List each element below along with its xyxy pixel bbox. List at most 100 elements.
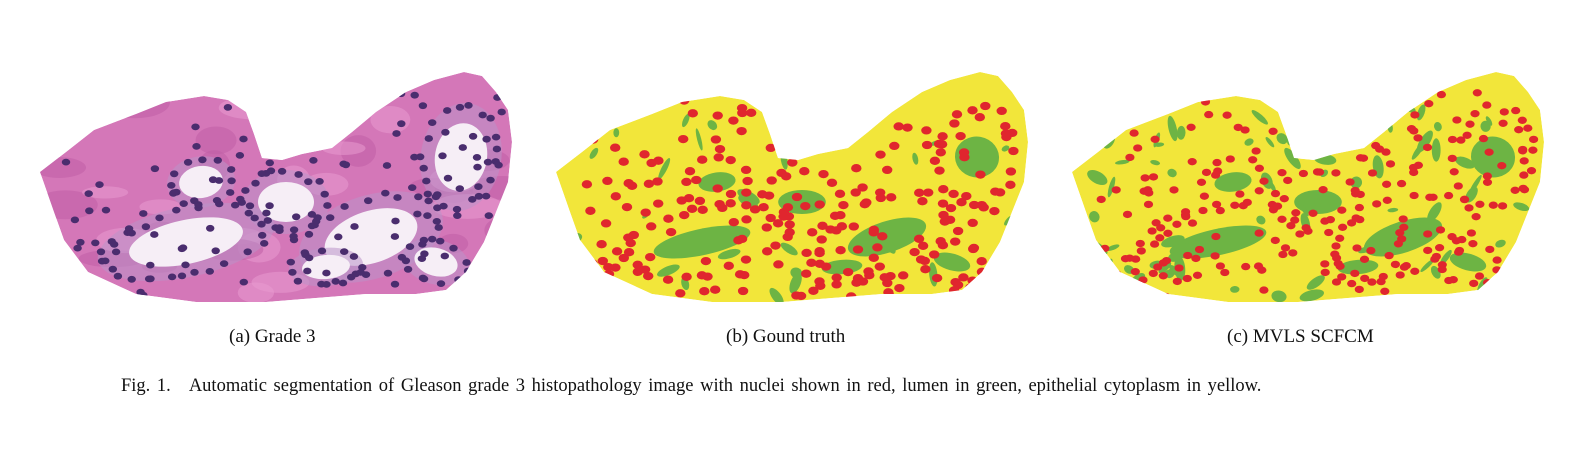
nucleus-region	[1005, 167, 1017, 176]
nucleus-region	[618, 157, 629, 166]
nucleus-region	[1014, 291, 1026, 301]
nucleus	[334, 233, 343, 241]
nucleus	[326, 98, 335, 106]
lumen-region	[780, 242, 798, 256]
nucleus	[424, 197, 433, 205]
stroma-texture	[321, 141, 366, 156]
nucleus-region	[1155, 234, 1165, 242]
nucleus-region	[1235, 190, 1245, 198]
nucleus-region	[740, 165, 752, 175]
nucleus	[449, 244, 458, 252]
nucleus-region	[1148, 91, 1158, 100]
nucleus-region	[1395, 271, 1405, 279]
nucleus-region	[1532, 243, 1542, 251]
nucleus-region	[791, 291, 802, 300]
nucleus	[227, 166, 236, 173]
nucleus-region	[835, 246, 846, 255]
nucleus-region	[1514, 126, 1524, 134]
nucleus-region	[1248, 156, 1258, 164]
nucleus	[325, 134, 334, 142]
nucleus-region	[889, 141, 900, 151]
lumen-region	[1298, 201, 1309, 217]
nucleus	[226, 189, 235, 196]
nucleus	[267, 149, 276, 157]
nucleus	[251, 179, 260, 187]
nucleus-region	[1096, 195, 1106, 204]
nucleus-region	[1295, 102, 1306, 111]
nucleus-region	[600, 219, 612, 228]
nucleus	[211, 247, 220, 255]
gland-lumen	[129, 217, 243, 267]
nucleus	[70, 131, 79, 138]
nucleus	[250, 214, 259, 222]
lumen-region	[1299, 289, 1324, 302]
nucleus	[329, 116, 338, 123]
nucleus-region	[1150, 240, 1160, 248]
nucleus-region	[1435, 244, 1445, 252]
nucleus-region	[728, 218, 739, 227]
nucleus-region	[857, 183, 868, 192]
nucleus-region	[653, 199, 664, 208]
nucleus	[455, 185, 464, 192]
nucleus-region	[1110, 127, 1120, 135]
nucleus-region	[610, 192, 621, 201]
nucleus-region	[948, 189, 959, 199]
nucleus	[293, 277, 303, 285]
nucleus	[239, 278, 248, 286]
nucleus-region	[996, 106, 1007, 116]
nucleus-region	[1254, 164, 1264, 172]
nucleus	[418, 241, 427, 248]
stroma-texture	[284, 87, 327, 107]
lumen-region	[1107, 176, 1116, 198]
nucleus	[167, 273, 177, 281]
nucleus-region	[646, 158, 657, 168]
nucleus-region	[1384, 251, 1394, 260]
nucleus-region	[1290, 216, 1300, 224]
nucleus-region	[1291, 209, 1301, 217]
nucleus-region	[913, 234, 925, 243]
nucleus	[183, 158, 193, 166]
lumen-region	[1271, 290, 1287, 302]
nucleus-region	[1196, 178, 1207, 186]
nucleus-region	[1324, 228, 1334, 237]
nucleus-region	[643, 271, 654, 281]
nucleus-region	[1447, 135, 1458, 144]
nucleus	[452, 205, 462, 213]
nucleus	[139, 210, 148, 217]
nucleus	[390, 280, 400, 288]
nucleus-region	[914, 188, 925, 197]
nucleus	[141, 223, 151, 231]
nucleus	[315, 178, 324, 185]
nucleus-region	[893, 122, 904, 131]
nucleus-region	[742, 88, 753, 98]
nucleus-region	[746, 108, 757, 117]
nucleus	[260, 240, 269, 247]
nucleus	[468, 196, 477, 203]
stroma-texture	[75, 97, 112, 116]
nucleus-region	[572, 262, 583, 271]
nucleus-region	[643, 179, 655, 188]
nucleus	[312, 218, 321, 225]
nucleus-region	[765, 213, 776, 223]
nucleus-region	[1240, 126, 1250, 134]
nucleus	[434, 224, 443, 231]
nucleus-region	[1148, 173, 1159, 181]
nucleus-region	[1172, 220, 1182, 228]
nucleus-region	[712, 111, 723, 120]
nucleus-region	[838, 124, 849, 133]
nucleus-region	[587, 135, 599, 144]
stroma-texture	[81, 186, 129, 199]
nucleus-region	[728, 116, 739, 125]
nucleus-region	[872, 243, 883, 252]
nucleus-region	[1436, 90, 1446, 99]
nucleus	[458, 144, 467, 151]
nucleus-region	[1397, 179, 1407, 188]
nucleus	[54, 107, 64, 114]
nucleus-region	[697, 155, 708, 164]
nucleus-region	[923, 188, 934, 197]
nucleus-region	[1270, 189, 1281, 198]
nucleus-region	[1423, 230, 1433, 238]
nucleus-region	[699, 287, 710, 296]
nucleus	[492, 145, 502, 153]
nucleus	[113, 272, 123, 280]
